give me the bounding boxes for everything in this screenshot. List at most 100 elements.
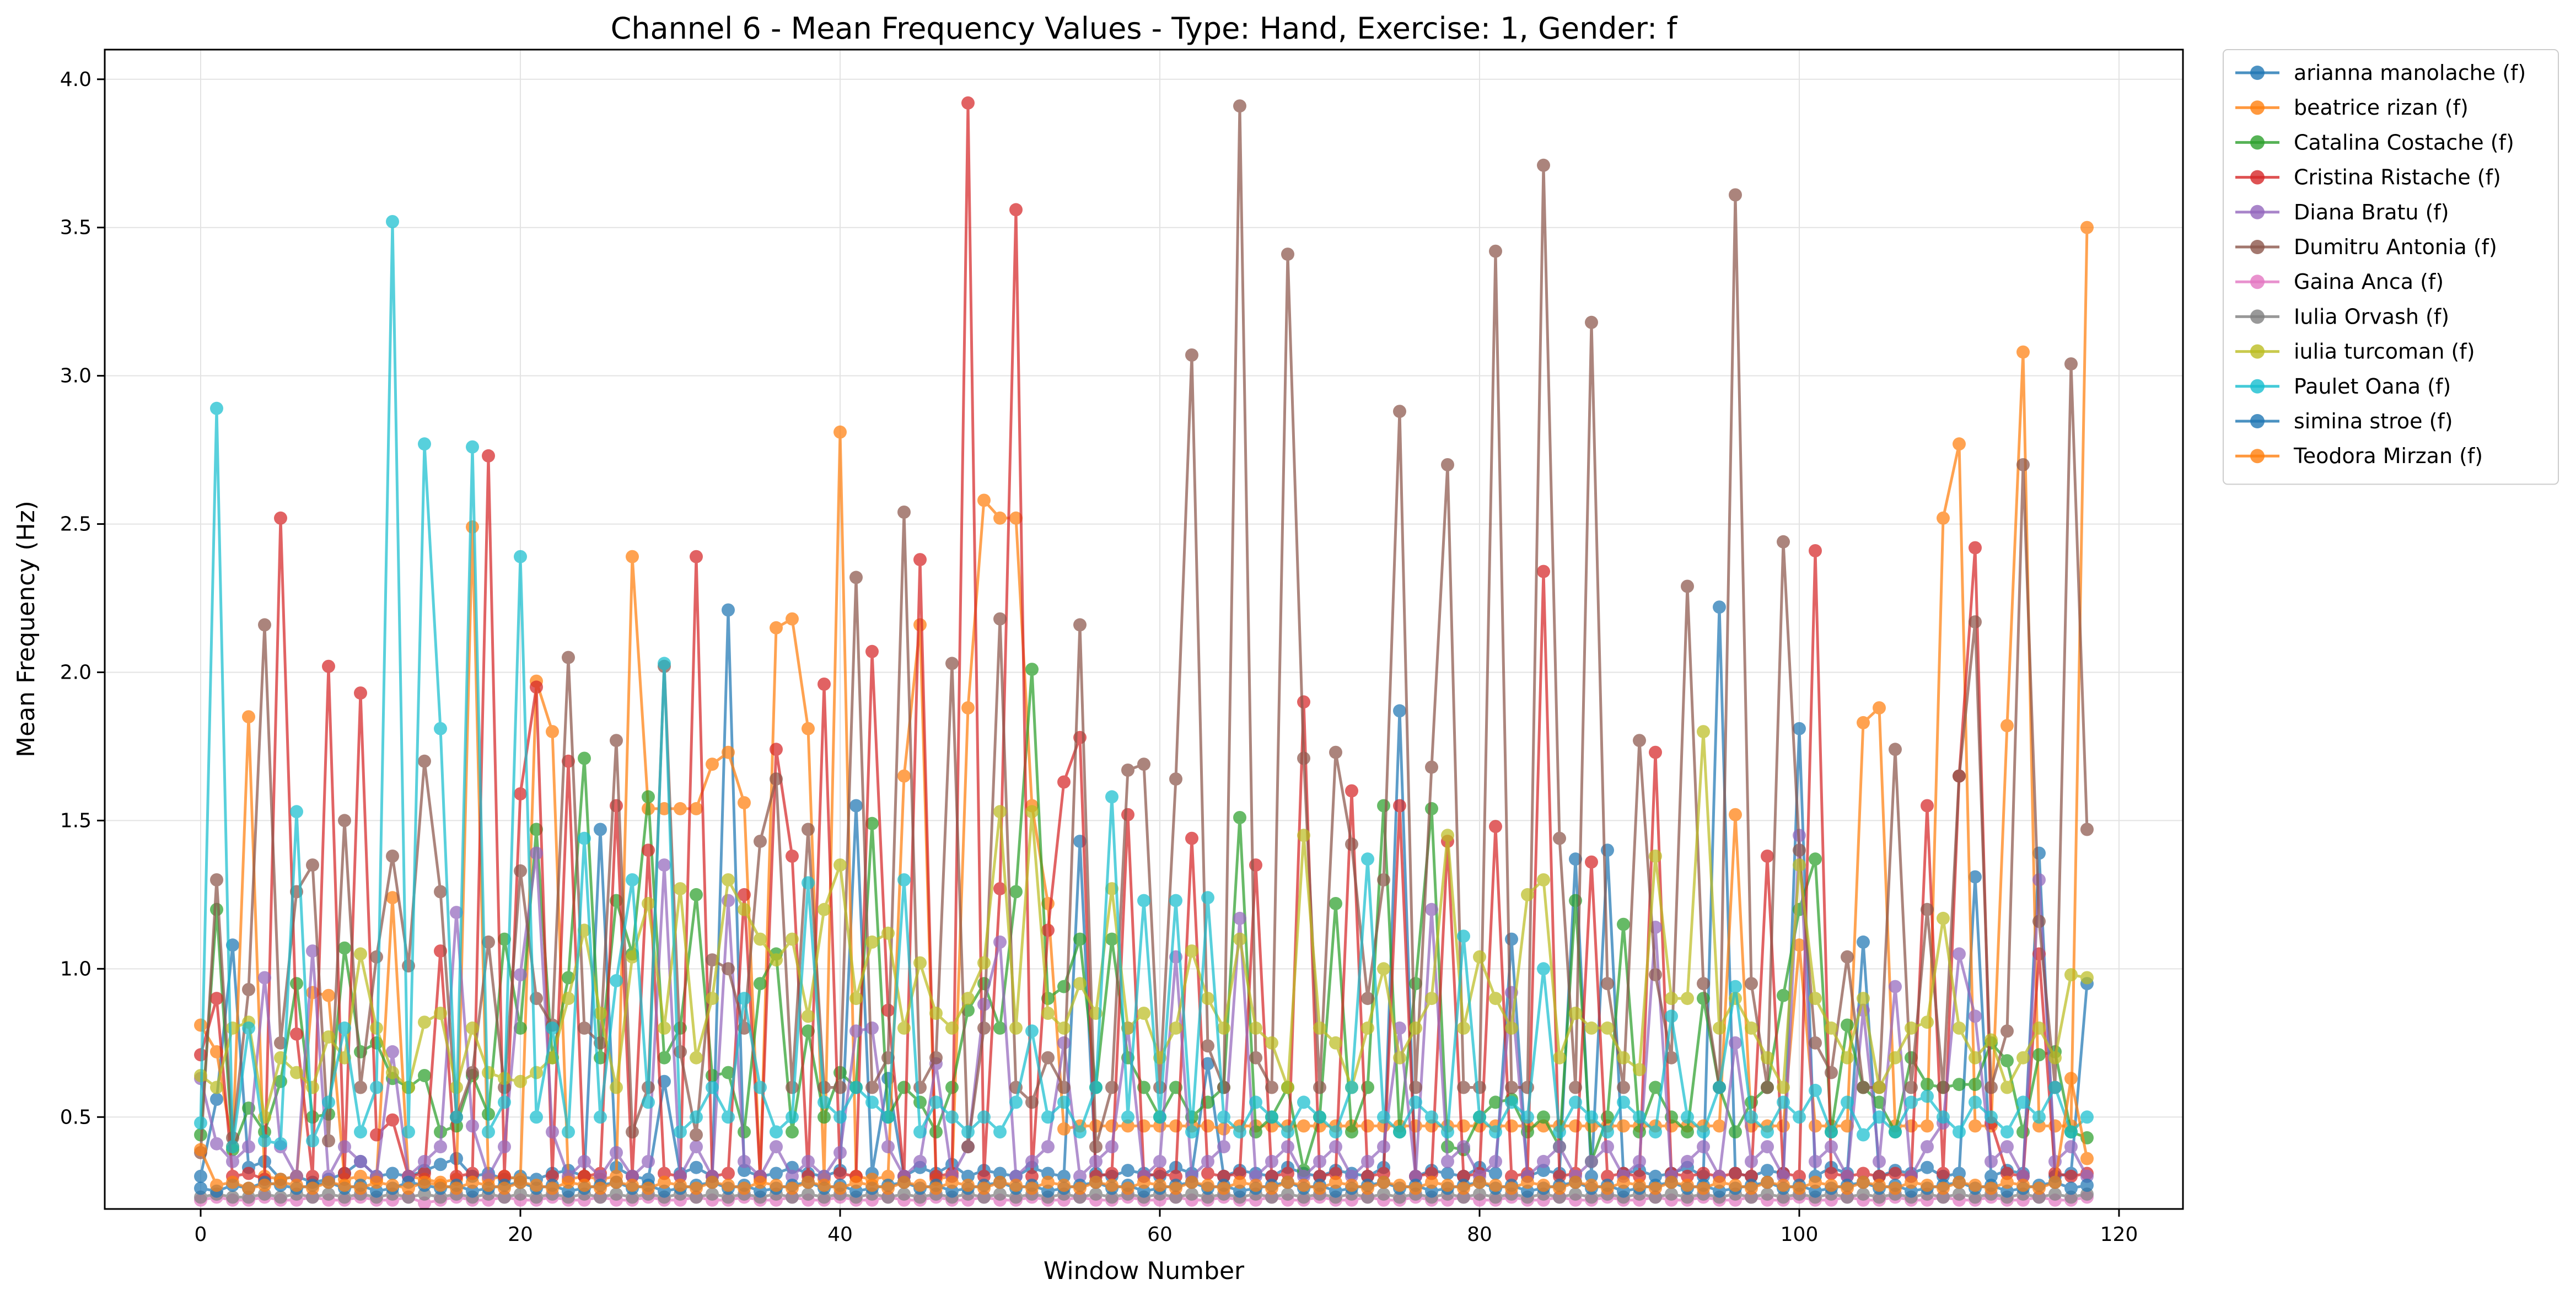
data-point — [2000, 719, 2014, 733]
data-point — [1473, 950, 1486, 964]
data-point — [1569, 1081, 1582, 1094]
data-point — [210, 992, 223, 1006]
data-point — [1857, 1175, 1870, 1189]
data-point — [1217, 1140, 1230, 1154]
data-point — [1185, 348, 1198, 362]
data-point — [1601, 977, 1614, 991]
data-point — [1841, 1095, 1854, 1109]
data-point — [1025, 1181, 1039, 1195]
data-point — [1441, 1154, 1454, 1168]
data-point — [1089, 1187, 1103, 1201]
data-point — [1665, 1009, 1678, 1023]
data-point — [977, 493, 991, 507]
data-point — [1697, 992, 1710, 1006]
data-point — [2064, 357, 2078, 371]
legend-marker — [2250, 309, 2265, 324]
data-point — [1553, 1140, 1566, 1154]
data-point — [1073, 932, 1087, 946]
legend-label: simina stroe (f) — [2294, 409, 2453, 433]
data-point — [993, 1125, 1007, 1139]
data-point — [865, 935, 879, 949]
data-point — [881, 1110, 895, 1124]
data-point — [865, 816, 879, 830]
data-point — [1729, 188, 1742, 202]
data-point — [690, 1160, 703, 1174]
data-point — [290, 1027, 303, 1041]
series-9 — [194, 215, 2094, 1154]
data-point — [1297, 829, 1310, 842]
data-point — [1505, 1021, 1518, 1035]
data-point — [1457, 1140, 1470, 1154]
data-point — [546, 725, 559, 739]
data-point — [1841, 1051, 1854, 1065]
data-point — [2032, 1048, 2046, 1062]
data-point — [626, 1125, 639, 1139]
data-point — [1953, 1187, 1966, 1201]
data-point — [1201, 1154, 1214, 1168]
data-point — [194, 1018, 207, 1032]
data-point — [1873, 1154, 1886, 1168]
data-point — [1009, 1179, 1023, 1192]
data-point — [897, 506, 911, 519]
data-point — [1473, 1175, 1486, 1189]
data-point — [1377, 962, 1390, 976]
data-point — [1633, 1179, 1646, 1192]
data-point — [1793, 1110, 1806, 1124]
data-point — [897, 1175, 911, 1189]
data-point — [626, 950, 639, 964]
data-point — [578, 1179, 591, 1192]
data-point — [210, 902, 223, 916]
legend-label: arianna manolache (f) — [2294, 61, 2526, 85]
data-point — [658, 1051, 671, 1065]
data-point — [993, 612, 1007, 626]
data-point — [386, 1066, 399, 1079]
data-point — [1345, 1179, 1358, 1192]
data-point — [1777, 988, 1790, 1002]
data-point — [610, 974, 623, 987]
data-point — [722, 1110, 735, 1124]
series-11 — [194, 1072, 2094, 1195]
data-point — [306, 1181, 319, 1195]
legend-label: Dumitru Antonia (f) — [2294, 235, 2497, 259]
data-point — [1937, 1167, 1950, 1180]
x-tick-label: 60 — [1147, 1223, 1173, 1246]
data-point — [2064, 1125, 2078, 1139]
data-point — [466, 1021, 479, 1035]
data-point — [322, 1030, 335, 1044]
data-point — [1873, 1110, 1886, 1124]
data-point — [1889, 1125, 1902, 1139]
data-point — [802, 876, 815, 890]
data-point — [1825, 1066, 1838, 1079]
data-point — [642, 843, 655, 857]
data-point — [897, 1021, 911, 1035]
data-point — [1361, 1119, 1374, 1133]
data-point — [1745, 977, 1758, 991]
data-point — [1297, 751, 1310, 765]
data-point — [945, 657, 959, 670]
data-point — [993, 805, 1007, 819]
data-point — [818, 1179, 831, 1192]
data-point — [913, 553, 927, 567]
data-point — [1921, 1089, 1934, 1103]
data-point — [786, 932, 799, 946]
data-point — [1377, 873, 1390, 886]
data-point — [1057, 1179, 1071, 1192]
data-point — [1297, 1095, 1310, 1109]
data-point — [210, 1081, 223, 1094]
data-point — [913, 1179, 927, 1192]
data-point — [434, 1179, 447, 1192]
data-point — [1169, 1021, 1182, 1035]
data-point — [1889, 743, 1902, 756]
legend-item: arianna manolache (f) — [2235, 61, 2526, 85]
data-point — [354, 947, 367, 961]
data-point — [1249, 1021, 1262, 1035]
data-point — [1649, 1081, 1662, 1094]
data-point — [865, 1179, 879, 1192]
data-point — [945, 1175, 959, 1189]
data-point — [1105, 932, 1118, 946]
data-point — [2048, 1051, 2062, 1065]
data-point — [1617, 1119, 1630, 1133]
legend-marker — [2250, 379, 2265, 394]
data-point — [1009, 511, 1023, 525]
